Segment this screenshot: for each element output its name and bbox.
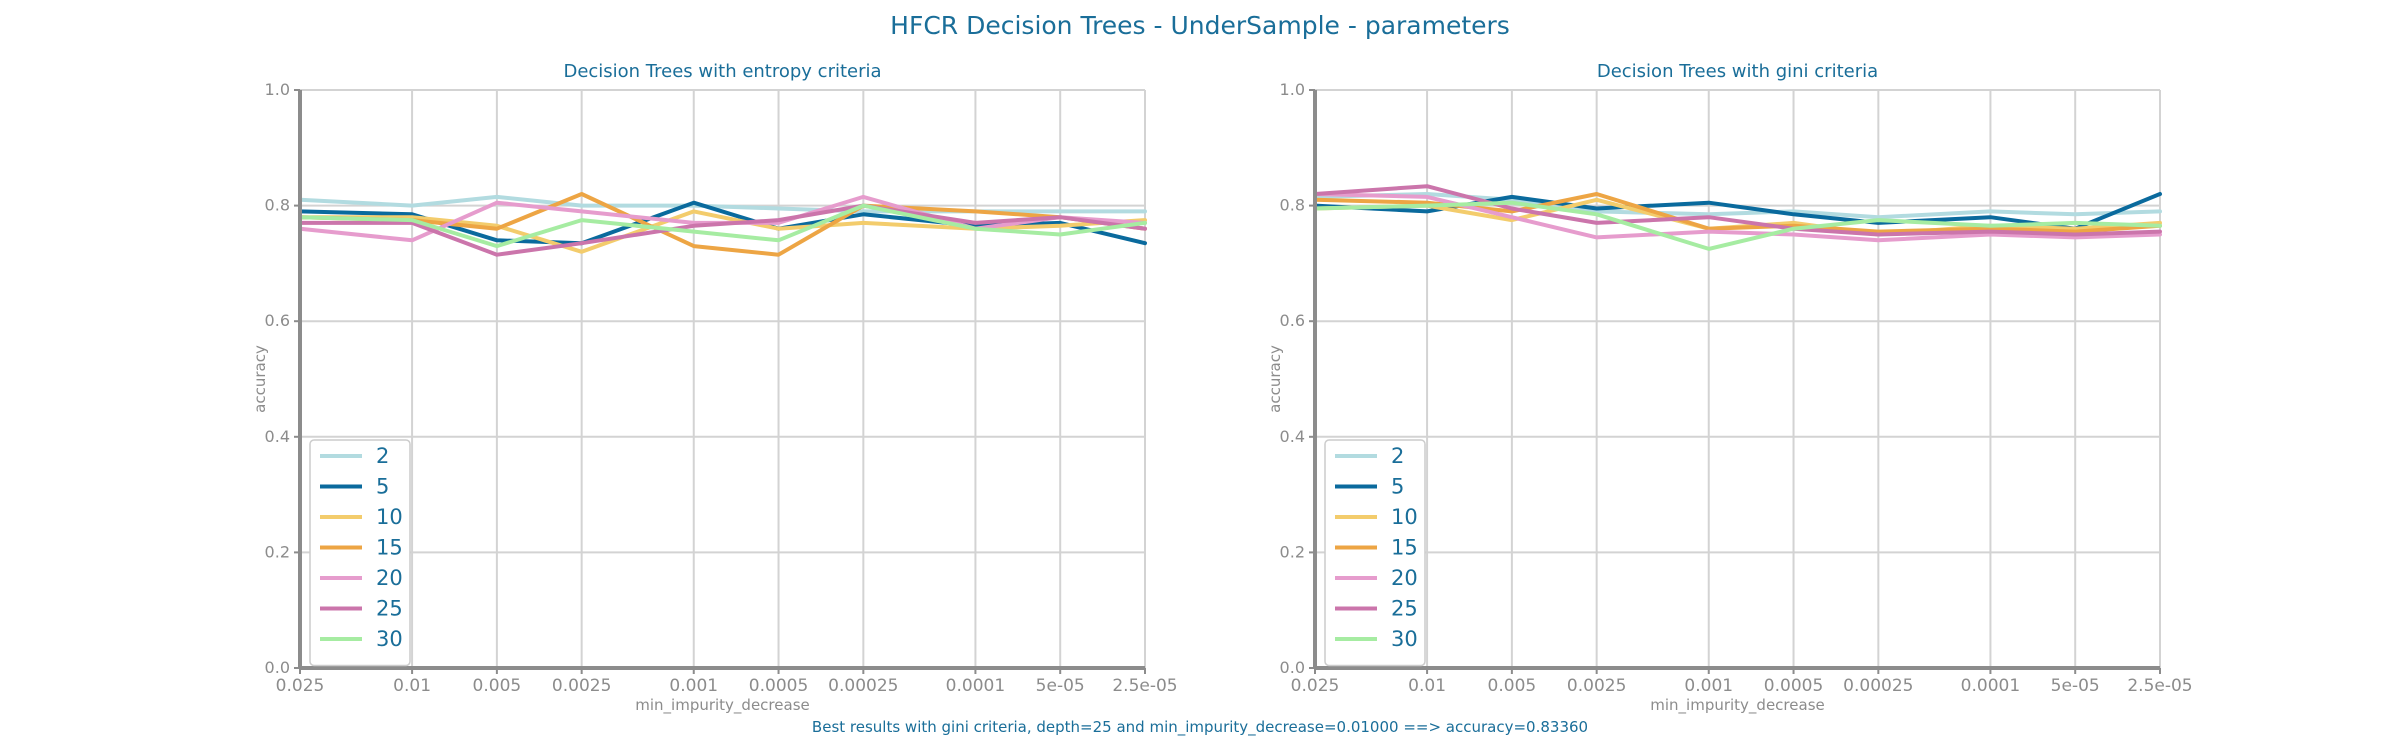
x-tick-label: 0.025 bbox=[1291, 676, 1340, 696]
x-tick-label: 0.0001 bbox=[1961, 676, 2020, 696]
y-axis-label: accuracy bbox=[1266, 345, 1284, 413]
y-tick-label: 0.4 bbox=[1280, 427, 1305, 446]
series-line-depth-20 bbox=[1313, 192, 2162, 243]
legend-label: 25 bbox=[1391, 597, 1418, 621]
legend-label: 5 bbox=[376, 475, 389, 499]
chart-title: Decision Trees with gini criteria bbox=[1597, 61, 1878, 82]
series-line-depth-2 bbox=[298, 194, 1147, 214]
x-axis-label: min_impurity_decrease bbox=[635, 696, 810, 715]
x-tick-label: 0.025 bbox=[276, 676, 325, 696]
legend-item: 2 bbox=[320, 444, 389, 468]
y-tick-label: 0.4 bbox=[265, 427, 290, 446]
series-line-depth-25 bbox=[298, 203, 1147, 257]
y-axis-label: accuracy bbox=[251, 345, 269, 413]
y-tick-label: 0.0 bbox=[1280, 658, 1305, 677]
x-tick-label: 0.0025 bbox=[1567, 676, 1626, 696]
gini-chart: Decision Trees with gini criteria 0.0 0.2 0… bbox=[1266, 61, 2193, 715]
legend-item: 30 bbox=[320, 627, 403, 651]
legend-label: 5 bbox=[1391, 475, 1404, 499]
series-line-depth-25 bbox=[1313, 184, 2162, 237]
entropy-chart: Decision Trees with entropy criteria0.00… bbox=[251, 61, 1178, 715]
x-tick-label: 0.005 bbox=[1488, 676, 1537, 696]
y-tick-label: 1.0 bbox=[1280, 80, 1305, 99]
x-tick-label: 0.01 bbox=[393, 676, 431, 696]
legend-item: 25 bbox=[1335, 597, 1418, 621]
figure-title: HFCR Decision Trees - UnderSample - para… bbox=[890, 11, 1510, 40]
legend-label: 20 bbox=[1391, 566, 1418, 590]
y-tick-label: 0.0 bbox=[265, 658, 290, 677]
chart-title: Decision Trees with entropy criteria bbox=[563, 61, 881, 82]
legend-label: 25 bbox=[376, 597, 403, 621]
x-tick-label: 0.0001 bbox=[946, 676, 1005, 696]
y-tick-label: 0.6 bbox=[265, 311, 290, 330]
y-tick-label: 0.2 bbox=[1280, 542, 1305, 561]
legend-label: 2 bbox=[1391, 444, 1404, 468]
legend-item: 20 bbox=[1335, 566, 1418, 590]
legend-item: 20 bbox=[320, 566, 403, 590]
x-tick-label: 5e-05 bbox=[1036, 676, 1085, 696]
x-tick-label: 5e-05 bbox=[2051, 676, 2100, 696]
y-tick-label: 1.0 bbox=[265, 80, 290, 99]
x-tick-label: 0.0005 bbox=[1764, 676, 1823, 696]
x-axis-label: min_impurity_decrease bbox=[1650, 696, 1825, 715]
legend-label: 15 bbox=[376, 536, 403, 560]
x-tick-label: 0.005 bbox=[473, 676, 522, 696]
legend-item: 15 bbox=[320, 536, 403, 560]
y-tick-label: 0.8 bbox=[1280, 196, 1305, 215]
x-tick-label: 2.5e-05 bbox=[1112, 676, 1177, 696]
x-tick-label: 0.00025 bbox=[1843, 676, 1913, 696]
legend-item: 10 bbox=[1335, 505, 1418, 529]
x-tick-label: 2.5e-05 bbox=[2127, 676, 2192, 696]
legend-label: 2 bbox=[376, 444, 389, 468]
legend-label: 30 bbox=[1391, 627, 1418, 651]
legend-item: 25 bbox=[320, 597, 403, 621]
x-tick-label: 0.00025 bbox=[828, 676, 898, 696]
y-tick-label: 0.6 bbox=[1280, 311, 1305, 330]
x-tick-label: 0.0005 bbox=[749, 676, 808, 696]
legend-item: 30 bbox=[1335, 627, 1418, 651]
legend-item: 5 bbox=[1335, 475, 1404, 499]
legend-item: 15 bbox=[1335, 536, 1418, 560]
legend-label: 30 bbox=[376, 627, 403, 651]
legend-label: 10 bbox=[376, 505, 403, 529]
series-line-depth-30 bbox=[1313, 200, 2162, 251]
x-tick-label: 0.001 bbox=[1684, 676, 1733, 696]
y-tick-label: 0.8 bbox=[265, 196, 290, 215]
legend-label: 20 bbox=[376, 566, 403, 590]
legend-item: 5 bbox=[320, 475, 389, 499]
legend-item: 2 bbox=[1335, 444, 1404, 468]
legend-label: 10 bbox=[1391, 505, 1418, 529]
x-tick-label: 0.001 bbox=[669, 676, 718, 696]
x-tick-label: 0.01 bbox=[1408, 676, 1446, 696]
y-tick-label: 0.2 bbox=[265, 542, 290, 561]
legend-label: 15 bbox=[1391, 536, 1418, 560]
series-line-depth-30 bbox=[298, 203, 1147, 249]
series-line-depth-15 bbox=[298, 192, 1147, 257]
legend-item: 10 bbox=[320, 505, 403, 529]
best-result-note: Best results with gini criteria, depth=2… bbox=[812, 718, 1588, 737]
x-tick-label: 0.0025 bbox=[552, 676, 611, 696]
